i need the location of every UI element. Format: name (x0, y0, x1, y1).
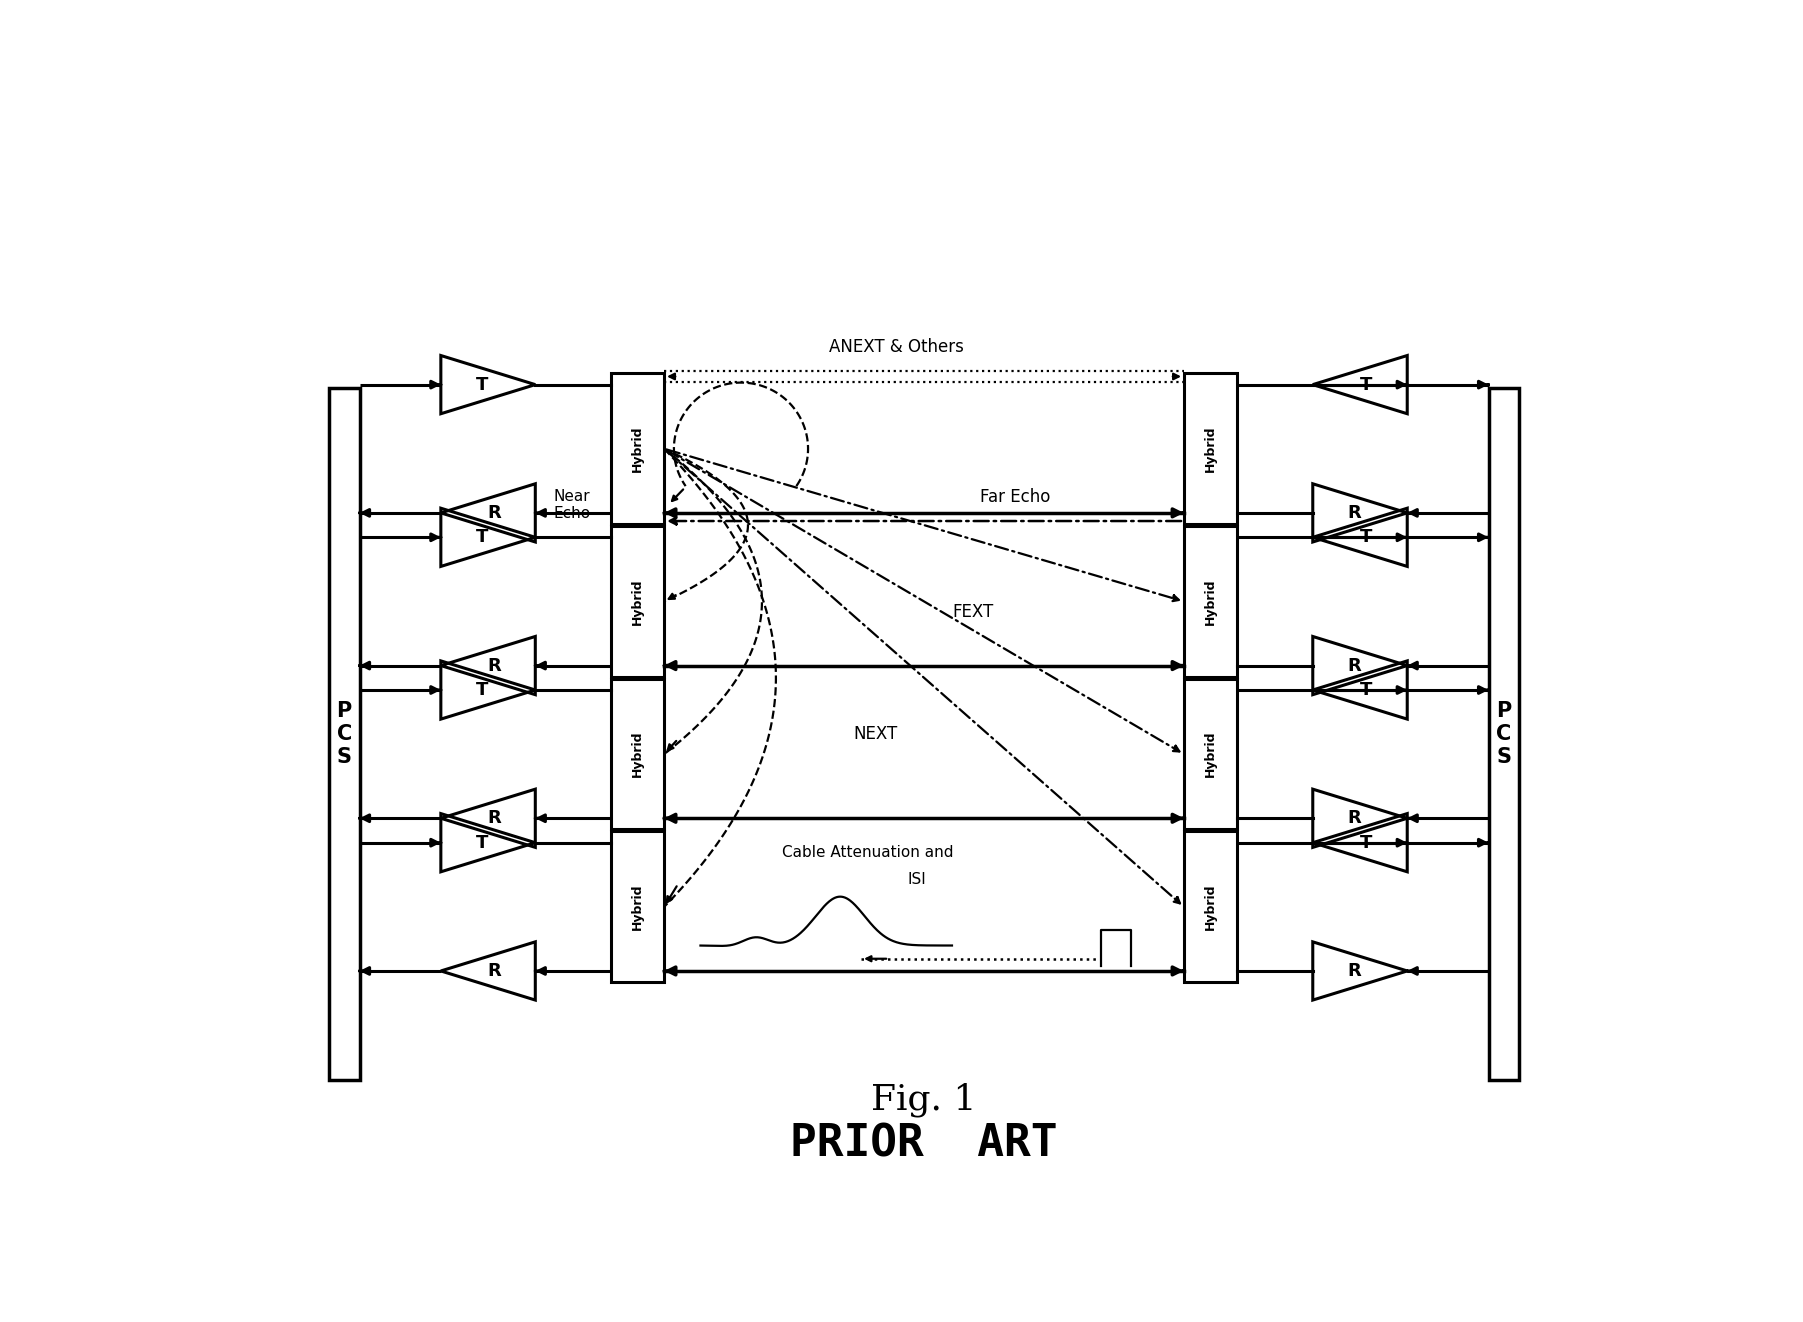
Bar (611, 832, 664, 982)
Text: R: R (487, 657, 501, 674)
Text: T: T (1359, 681, 1372, 699)
Text: Hybrid: Hybrid (1204, 578, 1217, 625)
Text: Cable Attenuation and: Cable Attenuation and (783, 845, 954, 861)
Text: T: T (476, 375, 489, 394)
Bar (1489, 387, 1520, 1080)
Text: Hybrid: Hybrid (1204, 731, 1217, 777)
Text: T: T (476, 529, 489, 546)
Text: R: R (1347, 962, 1361, 980)
Bar (1185, 526, 1237, 677)
Text: T: T (1359, 529, 1372, 546)
Bar (1185, 832, 1237, 982)
Text: NEXT: NEXT (853, 724, 898, 743)
Bar (611, 373, 664, 524)
Text: R: R (487, 962, 501, 980)
Text: T: T (476, 681, 489, 699)
Text: P
C
S: P C S (1496, 701, 1511, 767)
Text: R: R (487, 809, 501, 828)
Text: Hybrid: Hybrid (1204, 883, 1217, 931)
Text: ANEXT & Others: ANEXT & Others (829, 338, 963, 356)
Text: Far Echo: Far Echo (979, 488, 1049, 505)
Text: FEXT: FEXT (952, 603, 993, 620)
Text: R: R (1347, 504, 1361, 522)
Text: R: R (487, 504, 501, 522)
Text: Hybrid: Hybrid (1204, 426, 1217, 472)
Text: T: T (476, 834, 489, 851)
Bar (1185, 678, 1237, 829)
Text: Hybrid: Hybrid (631, 578, 644, 625)
Text: ISI: ISI (907, 871, 927, 887)
Text: R: R (1347, 809, 1361, 828)
Text: PRIOR  ART: PRIOR ART (790, 1122, 1058, 1166)
Text: R: R (1347, 657, 1361, 674)
Text: Hybrid: Hybrid (631, 883, 644, 931)
Bar (611, 678, 664, 829)
Text: T: T (1359, 834, 1372, 851)
Text: Fig. 1: Fig. 1 (871, 1083, 977, 1117)
Text: P
C
S: P C S (337, 701, 352, 767)
Text: Near
Echo: Near Echo (554, 489, 590, 521)
Bar (328, 387, 359, 1080)
Bar (611, 526, 664, 677)
Bar (1185, 373, 1237, 524)
Text: Hybrid: Hybrid (631, 426, 644, 472)
Text: Hybrid: Hybrid (631, 731, 644, 777)
Text: T: T (1359, 375, 1372, 394)
